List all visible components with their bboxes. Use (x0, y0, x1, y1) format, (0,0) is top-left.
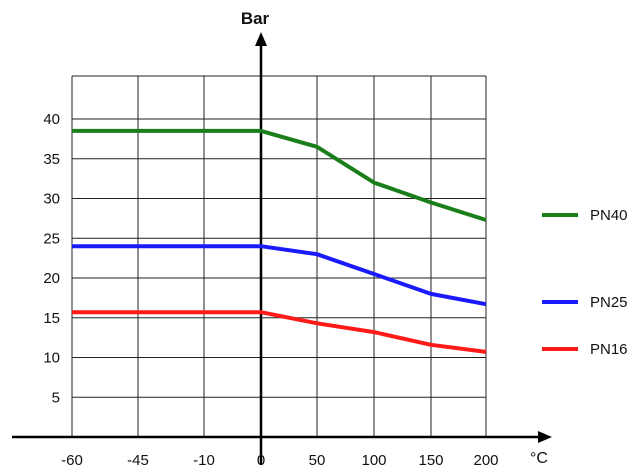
x-tick-label: 200 (473, 452, 498, 469)
y-tick-label: 10 (43, 350, 60, 367)
legend: PN40 PN25 PN16 (542, 207, 628, 358)
y-tick-label: 25 (43, 230, 60, 247)
x-tick-label: 50 (309, 452, 326, 469)
series-line-pn25 (72, 244, 487, 307)
legend-label: PN40 (590, 207, 628, 224)
legend-label: PN16 (590, 341, 628, 358)
x-axis-arrow-icon (538, 431, 552, 443)
series-lines (72, 128, 487, 354)
x-tick-label: 150 (418, 452, 443, 469)
x-tick-label: 100 (361, 452, 386, 469)
y-tick-label: 30 (43, 191, 60, 208)
legend-item-pn25: PN25 (542, 294, 628, 311)
y-axis-arrow-icon (255, 32, 267, 46)
y-tick-label: 20 (43, 270, 60, 287)
legend-label: PN25 (590, 294, 628, 311)
grid (71, 75, 487, 437)
legend-item-pn16: PN16 (542, 341, 628, 358)
x-tick-label: -45 (127, 452, 149, 469)
y-tick-labels: 5 10 15 20 25 30 35 40 (43, 111, 60, 406)
x-tick-label: -60 (61, 452, 83, 469)
legend-item-pn40: PN40 (542, 207, 628, 224)
x-axis-title: °C (530, 450, 548, 467)
y-tick-label: 5 (52, 389, 60, 406)
y-tick-label: 15 (43, 310, 60, 327)
y-tick-label: 40 (43, 111, 60, 128)
y-axis-title: Bar (241, 9, 270, 28)
series-line-pn16 (72, 310, 487, 354)
x-tick-label: -10 (193, 452, 215, 469)
y-tick-label: 35 (43, 151, 60, 168)
series-line-pn40 (72, 128, 487, 222)
x-tick-labels: -60 -45 -10 0 50 100 150 200 (61, 452, 498, 469)
axes: Bar °C (12, 9, 552, 467)
x-tick-label: 0 (257, 452, 265, 469)
